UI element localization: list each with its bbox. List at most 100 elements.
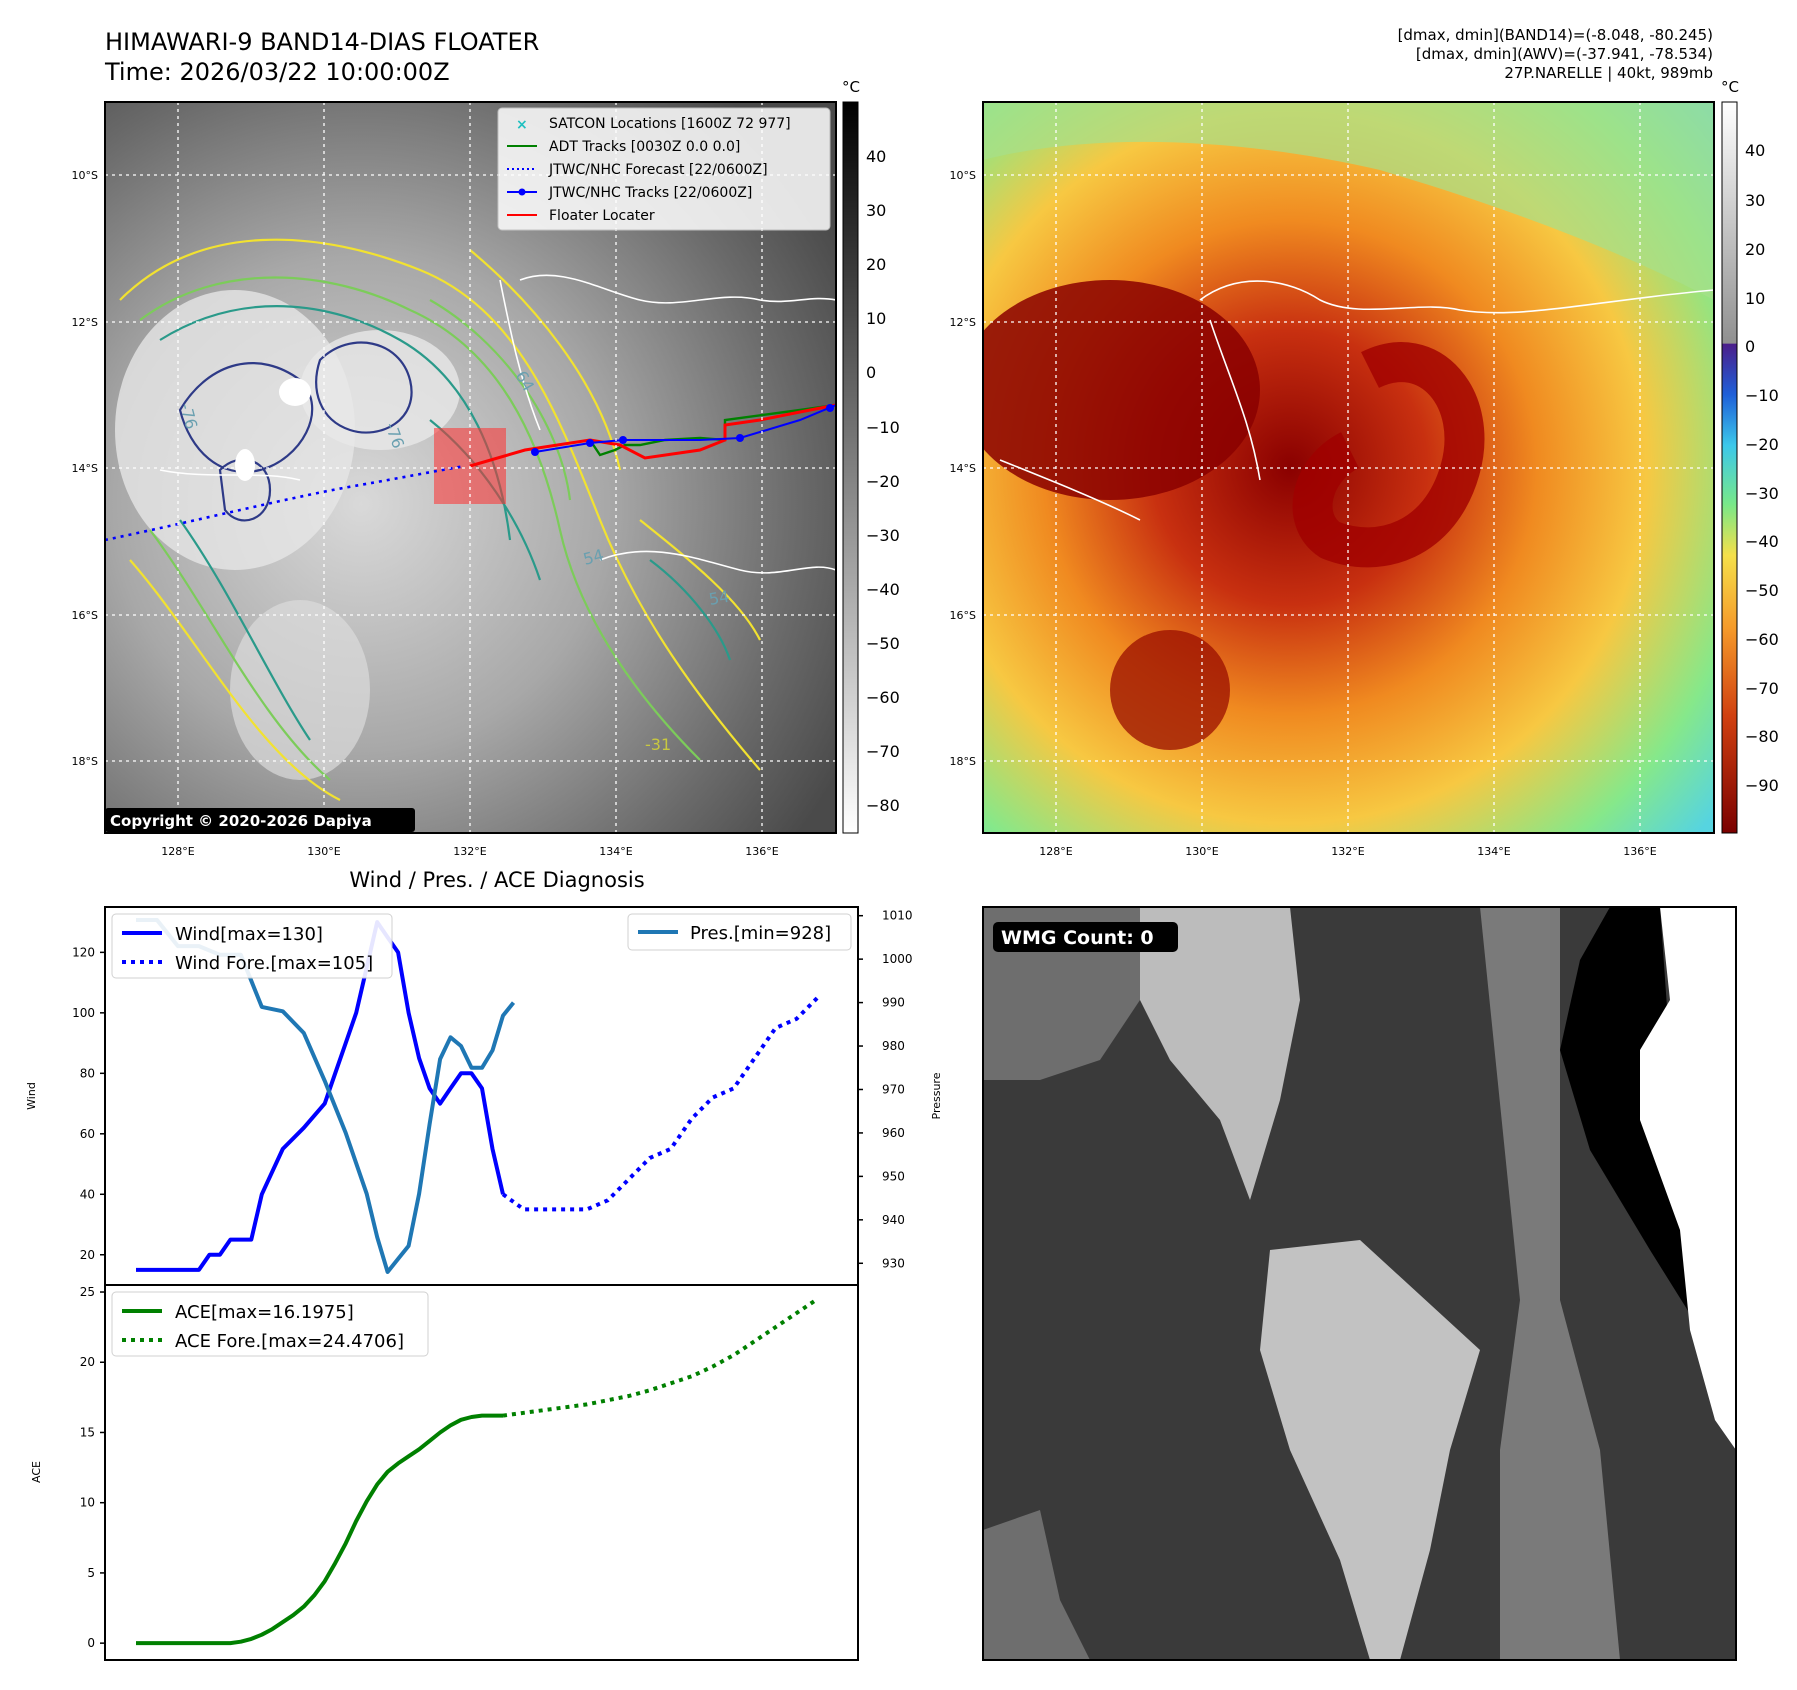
wind-ylabel: Wind bbox=[25, 1082, 38, 1110]
y-tick-label: 1000 bbox=[882, 952, 913, 966]
ir-cbar-tick: 10 bbox=[866, 309, 886, 328]
lon-label: 136°E bbox=[1623, 845, 1656, 858]
lat-label: 12°S bbox=[72, 316, 98, 329]
legend-forecast: JTWC/NHC Forecast [22/0600Z] bbox=[548, 162, 768, 178]
ir-cbar-tick: 0 bbox=[866, 363, 876, 382]
y-tick-label: 940 bbox=[882, 1213, 905, 1227]
ir-cbar-tick: −70 bbox=[866, 742, 900, 761]
lat-label: 12°S bbox=[950, 316, 976, 329]
y-tick-label: 930 bbox=[882, 1256, 905, 1270]
wind-y-ticks: 20 40 60 80 100 120 bbox=[72, 945, 105, 1262]
awv-cbar-tick: 10 bbox=[1745, 289, 1765, 308]
y-tick-label: 80 bbox=[80, 1066, 95, 1080]
ir-cbar-tick: −50 bbox=[866, 634, 900, 653]
y-tick-label: 970 bbox=[882, 1082, 905, 1096]
lon-label: 130°E bbox=[1185, 845, 1218, 858]
y-tick-label: 0 bbox=[87, 1636, 95, 1650]
y-tick-label: 20 bbox=[80, 1355, 95, 1369]
ace-legend: ACE[max=16.1975] ACE Fore.[max=24.4706] bbox=[111, 1291, 429, 1357]
lon-label: 130°E bbox=[307, 845, 340, 858]
pressure-y-ticks: 930 940 950 960 970 980 990 1000 1010 bbox=[858, 909, 913, 1270]
map-legend: × SATCON Locations [1600Z 72 977] ADT Tr… bbox=[497, 107, 831, 231]
y-tick-label: 100 bbox=[72, 1006, 95, 1020]
wmg-panel: WMG Count: 0 bbox=[982, 906, 1737, 1661]
awv-south-band bbox=[1110, 630, 1230, 750]
contour-label: 54 bbox=[581, 545, 606, 569]
wmg-light-region-north bbox=[1140, 907, 1300, 1200]
ir-cbar-tick: 30 bbox=[866, 201, 886, 220]
jtwc-track-points bbox=[531, 404, 834, 456]
ir-cbar-tick: 20 bbox=[866, 255, 886, 274]
ir-lon-labels: 128°E 130°E 132°E 134°E 136°E bbox=[161, 845, 778, 858]
wmg-count-badge bbox=[993, 922, 1178, 952]
legend-adt: ADT Tracks [0030Z 0.0 0.0] bbox=[549, 139, 740, 155]
awv-cbar-tick: 30 bbox=[1745, 191, 1765, 210]
awv-cbar-tick: −70 bbox=[1745, 679, 1779, 698]
awv-map-panel: 10°S 12°S 14°S 16°S 18°S 128°E 130°E 132… bbox=[950, 78, 1779, 858]
cold-cloud-core bbox=[300, 330, 460, 450]
floater-track bbox=[469, 403, 836, 468]
cloud-top-blob bbox=[279, 378, 311, 406]
lon-label: 136°E bbox=[745, 845, 778, 858]
awv-cbar-tick: 20 bbox=[1745, 240, 1765, 259]
pressure-legend-label: Pres.[min=928] bbox=[690, 923, 831, 944]
y-tick-label: 990 bbox=[882, 996, 905, 1010]
ir-cbar-tick: −80 bbox=[866, 796, 900, 815]
y-tick-label: 15 bbox=[80, 1425, 95, 1439]
awv-moist-core bbox=[983, 280, 1260, 500]
series-line bbox=[136, 1413, 503, 1646]
lon-label: 134°E bbox=[599, 845, 632, 858]
lon-label: 132°E bbox=[1331, 845, 1364, 858]
wmg-light-region-south bbox=[1260, 1240, 1480, 1660]
lon-label: 128°E bbox=[161, 845, 194, 858]
lat-label: 14°S bbox=[72, 462, 98, 475]
ace-legend-label: ACE[max=16.1975] bbox=[175, 1302, 354, 1323]
awv-cbar-tick: −60 bbox=[1745, 630, 1779, 649]
series-line bbox=[501, 996, 819, 1212]
awv-spiral bbox=[1292, 342, 1485, 568]
wmg-count-text: WMG Count: 0 bbox=[1001, 927, 1154, 949]
lat-label: 18°S bbox=[950, 755, 976, 768]
ir-cbar-tick: −20 bbox=[866, 472, 900, 491]
ir-cbar-tick: −40 bbox=[866, 580, 900, 599]
wind-legend-box bbox=[111, 913, 393, 979]
pressure-ylabel: Pressure bbox=[930, 1072, 943, 1119]
ir-cbar-tick: −10 bbox=[866, 418, 900, 437]
contour-green bbox=[139, 276, 701, 781]
awv-cbar-tick: −40 bbox=[1745, 532, 1779, 551]
legend-box bbox=[497, 107, 831, 231]
ace-fore-legend-label: ACE Fore.[max=24.4706] bbox=[175, 1331, 404, 1352]
ace-ylabel: ACE bbox=[30, 1461, 43, 1483]
y-tick-label: 20 bbox=[80, 1248, 95, 1262]
coastline bbox=[159, 274, 836, 574]
copyright-box bbox=[105, 808, 415, 832]
ace-y-ticks: 0 5 10 15 20 25 bbox=[80, 1285, 105, 1650]
series-line bbox=[136, 920, 505, 1272]
contour-teal bbox=[159, 305, 732, 741]
y-tick-label: 960 bbox=[882, 1126, 905, 1140]
wind-fore-legend-label: Wind Fore.[max=105] bbox=[175, 953, 373, 974]
awv-coastline bbox=[999, 280, 1714, 521]
wmg-white-region bbox=[1640, 907, 1736, 1450]
awv-cbar-tick: −10 bbox=[1745, 386, 1779, 405]
ace-axes-frame bbox=[104, 1284, 859, 1661]
awv-cbar-tick: −90 bbox=[1745, 776, 1779, 795]
awv-dry-band bbox=[983, 102, 1714, 300]
y-tick-label: 10 bbox=[80, 1496, 95, 1510]
awv-map-frame bbox=[982, 101, 1715, 834]
diagnosis-title: Wind / Pres. / ACE Diagnosis bbox=[349, 868, 644, 892]
awv-colorbar bbox=[1721, 101, 1738, 834]
lat-label: 10°S bbox=[950, 169, 976, 182]
y-tick-label: 980 bbox=[882, 1039, 905, 1053]
awv-colorbar-ticks: 40 30 20 10 0 −10 −20 −30 −40 −50 −60 −7… bbox=[1745, 141, 1779, 795]
wind-legend: Wind[max=130] Wind Fore.[max=105] bbox=[111, 913, 393, 979]
legend-satcon-marker: × bbox=[516, 117, 528, 133]
contour-label: -31 bbox=[645, 735, 671, 754]
lon-label: 128°E bbox=[1039, 845, 1072, 858]
legend-tracks: JTWC/NHC Tracks [22/0600Z] bbox=[548, 185, 752, 201]
y-tick-label: 60 bbox=[80, 1127, 95, 1141]
ir-colorbar-ticks: 40 30 20 10 0 −10 −20 −30 −40 −50 −60 −7… bbox=[866, 147, 900, 815]
figure-title: HIMAWARI-9 BAND14-DIAS FLOATER bbox=[105, 28, 539, 56]
figure-time: Time: 2026/03/22 10:00:00Z bbox=[104, 58, 450, 86]
